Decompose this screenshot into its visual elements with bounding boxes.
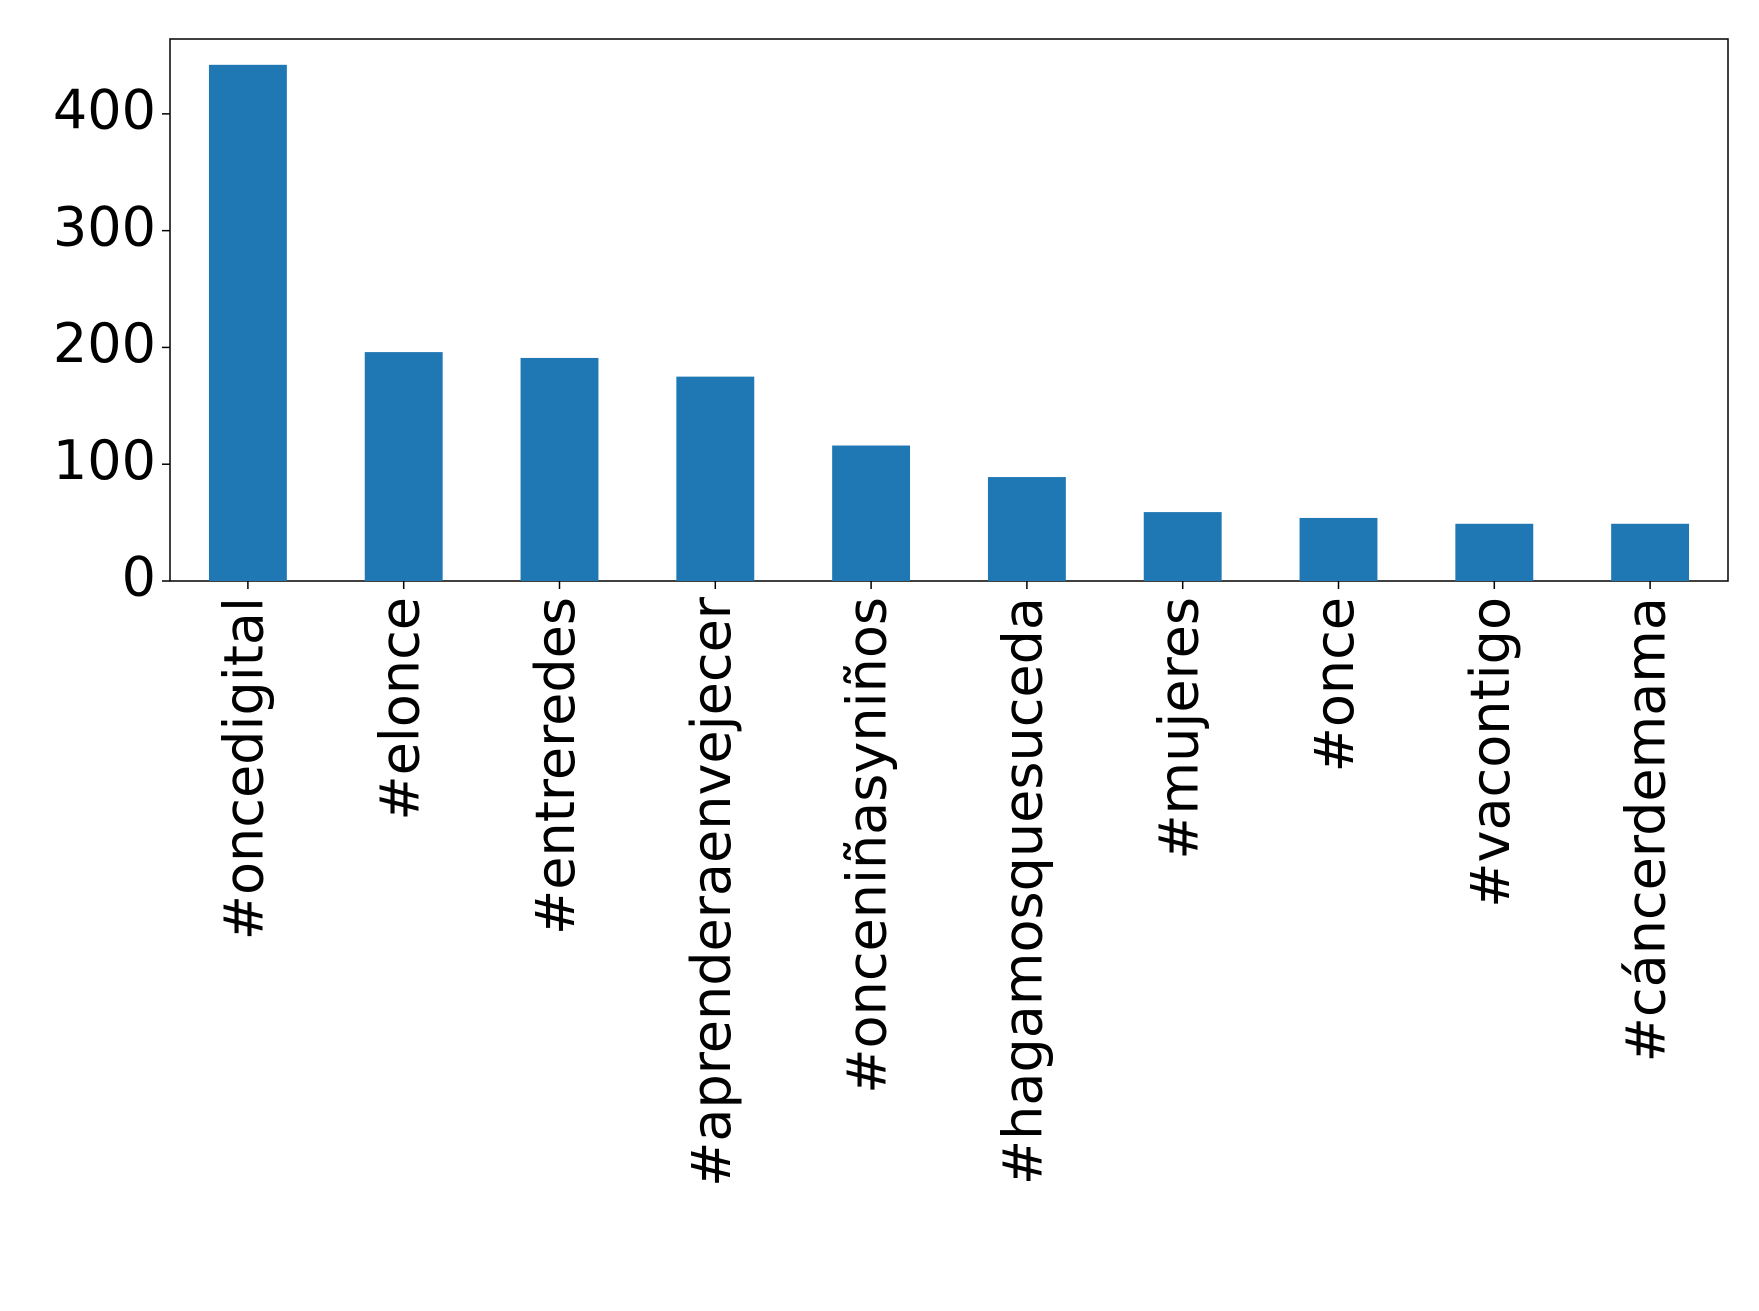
x-tick-label: #onceniñasyniños bbox=[836, 597, 899, 1094]
y-tick-label: 200 bbox=[53, 312, 156, 375]
bar bbox=[364, 352, 443, 581]
bar bbox=[676, 376, 755, 581]
x-tick-label: #once bbox=[1303, 597, 1366, 772]
plot-frame bbox=[169, 38, 1729, 582]
x-tick-label: #hagamosquesuceda bbox=[992, 597, 1055, 1185]
bar bbox=[987, 477, 1066, 581]
x-tick-label: #elonce bbox=[368, 597, 431, 821]
bar bbox=[1611, 523, 1690, 581]
y-tick-label: 0 bbox=[122, 546, 156, 609]
x-tick-label: #aprenderaenvejecer bbox=[680, 596, 743, 1187]
x-tick-label: #entreredes bbox=[524, 597, 587, 935]
bar bbox=[832, 445, 911, 581]
y-tick-label: 300 bbox=[53, 195, 156, 258]
x-tick-label: #vacontigo bbox=[1459, 597, 1522, 908]
x-tick-label: #mujeres bbox=[1147, 597, 1210, 860]
bar bbox=[1143, 512, 1222, 581]
y-tick-label: 400 bbox=[53, 78, 156, 141]
bar bbox=[1299, 517, 1378, 581]
x-tick-label: #cáncerdemama bbox=[1615, 597, 1678, 1062]
bar bbox=[1455, 523, 1534, 581]
bar bbox=[520, 357, 599, 581]
y-tick-label: 100 bbox=[53, 429, 156, 492]
bar bbox=[208, 64, 287, 582]
x-tick-label: #oncedigital bbox=[213, 597, 276, 940]
